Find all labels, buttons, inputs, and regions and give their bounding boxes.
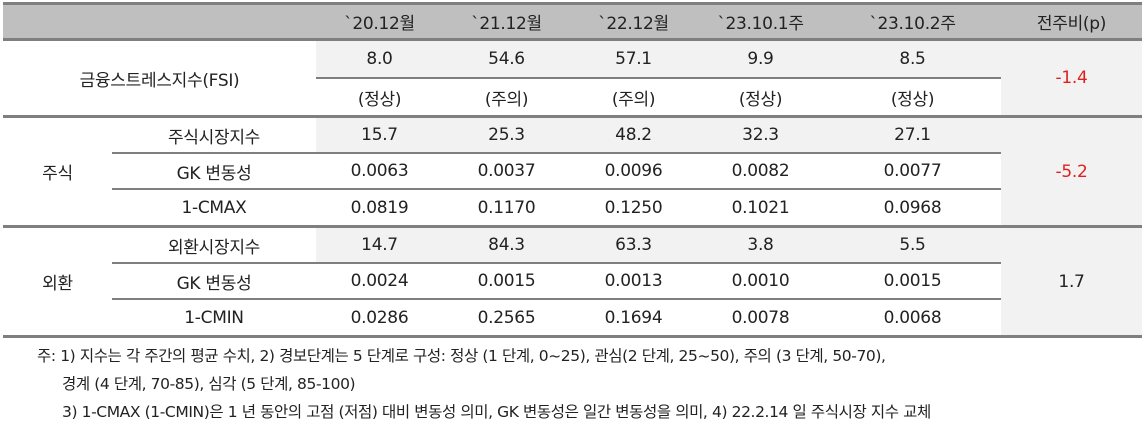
stock-cell: 0.0037 (477, 161, 536, 181)
stock-cell: 0.1021 (731, 197, 790, 218)
fx-index-row-bg (316, 228, 1001, 263)
note-line-3: 3) 1-CMAX (1-CMIN)은 1 년 동안의 고점 (저점) 대비 변… (62, 403, 931, 421)
fsi-status: (주의) (611, 89, 656, 110)
fsi-label: 금융스트레스지수(FSI) (79, 70, 240, 91)
fsi-change-cell-bg (1001, 41, 1142, 115)
fx-cell: 0.0068 (883, 307, 942, 328)
table-header (3, 3, 1142, 40)
fx-row-label: 1-CMIN (184, 307, 244, 328)
stock-cell: 0.1250 (604, 197, 663, 218)
column-header-2021-12: `21.12월 (471, 13, 542, 34)
stock-cell: 0.0096 (604, 161, 663, 181)
fx-cell: 0.0024 (350, 271, 409, 291)
stock-cell: 27.1 (894, 125, 931, 145)
fsi-value: 8.5 (899, 49, 926, 69)
stock-weekly-change: -5.2 (1055, 161, 1088, 182)
column-header-2022-12: `22.12월 (598, 13, 669, 34)
stock-cell: 48.2 (615, 125, 652, 145)
fsi-status: (정상) (738, 89, 783, 110)
stock-row-label: 주식시장지수 (167, 127, 261, 148)
fx-row-divider (112, 298, 1001, 300)
fx-cell: 0.0078 (731, 307, 790, 328)
fsi-value: 57.1 (615, 49, 652, 69)
fsi-status: (주의) (484, 89, 529, 110)
fx-cell: 14.7 (361, 235, 398, 255)
fx-cell: 63.3 (615, 235, 652, 255)
column-header-2023-10-w1: `23.10.1주 (717, 13, 804, 34)
fx-cell: 0.0286 (350, 307, 409, 328)
fsi-values-row-bg (316, 41, 1001, 78)
stock-cell: 0.1170 (477, 197, 536, 218)
fsi-value: 9.9 (747, 49, 774, 69)
stock-index-row-bg (316, 118, 1001, 153)
stock-change-cell-bg (1001, 118, 1142, 225)
stock-cell: 0.0077 (883, 161, 942, 181)
stock-cell: 0.0063 (350, 161, 409, 181)
fsi-value: 54.6 (488, 49, 525, 69)
stock-cell: 0.0819 (350, 197, 409, 218)
stock-row-label: GK 변동성 (176, 163, 252, 184)
fsi-bottom-border (3, 115, 1142, 118)
note-line-2: 경계 (4 단계, 70-85), 심각 (5 단계, 85-100) (62, 375, 356, 393)
stock-cell: 0.0082 (731, 161, 790, 181)
header-top-border (3, 2, 1142, 5)
fx-row-label: 외환시장지수 (167, 237, 261, 258)
fx-cell: 0.0010 (731, 271, 790, 291)
stock-cell: 32.3 (742, 125, 779, 145)
stock-row-label: 1-CMAX (181, 197, 247, 218)
stock-group-label: 주식 (42, 164, 73, 184)
fx-cell: 0.0015 (477, 271, 536, 291)
fx-cell: 3.8 (747, 235, 774, 255)
note-line-1: 주: 1) 지수는 각 주간의 평균 수치, 2) 경보단계는 5 단계로 구성… (37, 347, 886, 365)
fx-change-cell-bg (1001, 228, 1142, 335)
fx-row-label: GK 변동성 (176, 273, 252, 294)
header-bottom-border (3, 38, 1142, 41)
fx-cell: 84.3 (488, 235, 525, 255)
stock-cell: 15.7 (361, 125, 398, 145)
table-bottom-border (3, 335, 1142, 338)
stock-row-divider (112, 152, 1001, 154)
fx-cell: 0.2565 (477, 307, 536, 328)
fx-cell: 0.0015 (883, 271, 942, 291)
stock-row-divider (112, 188, 1001, 190)
fsi-status: (정상) (357, 89, 402, 110)
fx-group-label: 외환 (42, 274, 73, 294)
fsi-weekly-change: -1.4 (1055, 68, 1088, 88)
stock-cell: 0.0968 (883, 197, 942, 218)
fx-cell: 5.5 (899, 235, 926, 255)
column-header-2020-12: `20.12월 (344, 13, 415, 34)
fsi-row-divider (316, 77, 1001, 79)
fx-weekly-change: 1.7 (1058, 271, 1085, 292)
fx-cell: 0.1694 (604, 307, 663, 328)
stock-bottom-border (3, 225, 1142, 228)
fx-cell: 0.0013 (604, 271, 663, 291)
stock-cell: 25.3 (488, 125, 525, 145)
fx-row-divider (112, 262, 1001, 264)
column-header-weekly-change: 전주비(p) (1036, 13, 1107, 34)
column-header-2023-10-w2: `23.10.2주 (869, 13, 956, 34)
fsi-status: (정상) (890, 89, 935, 110)
fsi-value: 8.0 (366, 49, 393, 69)
